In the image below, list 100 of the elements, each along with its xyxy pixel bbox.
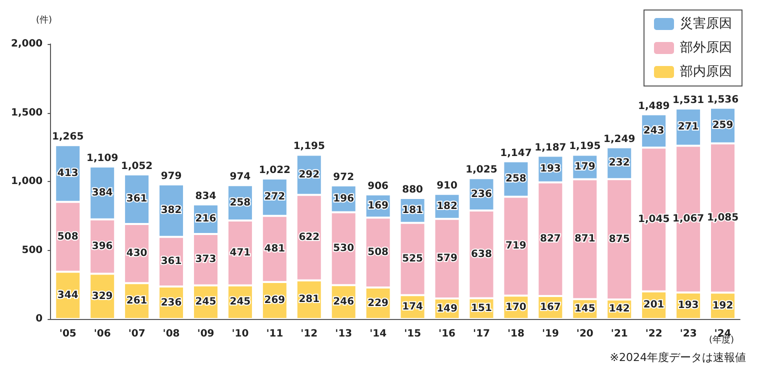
data-label: 875	[608, 234, 630, 245]
data-label: 169	[368, 200, 389, 212]
data-label: 145	[574, 304, 596, 315]
x-tick-label: '20	[576, 328, 594, 340]
legend-label: 部外原因	[680, 40, 732, 56]
data-label: 373	[195, 254, 216, 266]
data-label: 719	[506, 240, 526, 252]
x-tick-label: '14	[370, 328, 387, 340]
total-label: 1,022	[258, 164, 291, 176]
data-label: 269	[264, 295, 286, 306]
data-label: 361	[160, 256, 182, 268]
data-label: 638	[471, 248, 492, 260]
total-label: 1,249	[604, 134, 636, 145]
total-label: 906	[368, 180, 389, 192]
data-label: 508	[368, 247, 389, 258]
y-axis-title: (件)	[36, 14, 52, 26]
x-tick-label: '06	[94, 328, 111, 340]
y-tick-label: 2,000	[10, 38, 43, 50]
data-label: 151	[471, 303, 492, 314]
data-label: 382	[160, 205, 182, 216]
y-tick-label: 1,000	[10, 176, 43, 187]
total-label: 1,187	[534, 142, 566, 154]
x-tick-label: '08	[162, 328, 180, 340]
y-tick-label: 1,500	[10, 107, 43, 118]
data-label: 196	[333, 193, 354, 204]
total-label: 1,025	[466, 164, 498, 176]
total-label: 910	[436, 180, 458, 192]
data-label: 232	[608, 158, 630, 169]
data-label: 174	[402, 302, 424, 313]
data-label: 361	[126, 194, 148, 205]
x-tick-label: '05	[59, 328, 76, 340]
x-tick-label: '17	[472, 328, 490, 340]
data-label: 193	[540, 164, 561, 175]
total-label: 1,109	[86, 153, 118, 164]
data-label: 216	[195, 214, 216, 225]
data-label: 245	[195, 296, 216, 308]
data-label: 579	[436, 253, 458, 264]
legend-label: 災害原因	[680, 16, 732, 32]
data-label: 471	[230, 247, 251, 258]
data-label: 149	[436, 303, 458, 314]
x-tick-label: '19	[542, 328, 559, 340]
data-label: 258	[506, 174, 526, 185]
data-label: 525	[402, 253, 424, 264]
total-label: 974	[230, 172, 251, 183]
data-label: 344	[57, 290, 78, 301]
data-label: 179	[574, 161, 596, 172]
data-label: 167	[540, 302, 561, 314]
y-tick-label: 500	[22, 244, 43, 256]
data-label: 530	[333, 243, 354, 254]
x-tick-label: '18	[507, 328, 524, 340]
total-label: 1,265	[52, 132, 84, 143]
x-axis-title: (年度)	[708, 334, 734, 346]
total-label: 880	[402, 184, 424, 196]
total-label: 1,052	[120, 160, 153, 172]
data-label: 258	[230, 197, 251, 208]
data-label: 261	[126, 296, 148, 307]
data-label: 142	[608, 304, 630, 315]
total-label: 1,195	[569, 141, 601, 152]
total-label: 1,147	[500, 148, 532, 159]
x-tick-label: '10	[232, 328, 249, 340]
data-label: 292	[298, 169, 320, 180]
x-tick-label: '09	[197, 328, 214, 340]
legend-label: 部内原因	[680, 64, 732, 80]
data-label: 192	[712, 300, 734, 312]
x-tick-label: '12	[300, 328, 318, 340]
data-label: 229	[368, 298, 389, 309]
total-label: 1,531	[672, 94, 704, 106]
x-tick-label: '07	[128, 328, 146, 340]
data-label: 170	[506, 302, 526, 313]
total-label: 1,536	[706, 94, 739, 106]
total-label: 834	[195, 190, 216, 202]
x-tick-label: '15	[404, 328, 422, 340]
data-label: 396	[92, 241, 113, 252]
x-tick-label: '23	[680, 328, 697, 340]
data-label: 871	[574, 234, 596, 245]
data-label: 236	[160, 297, 182, 308]
data-label: 430	[126, 248, 148, 260]
data-label: 259	[712, 120, 734, 132]
total-label: 1,489	[638, 100, 670, 112]
data-label: 193	[678, 300, 699, 312]
data-label: 622	[298, 232, 320, 244]
total-label: 979	[160, 170, 182, 182]
total-label: 972	[333, 172, 354, 183]
x-tick-label: '11	[266, 328, 284, 340]
data-label: 181	[402, 204, 424, 216]
data-label: 271	[678, 122, 699, 133]
data-label: 201	[643, 300, 664, 311]
data-label: 329	[92, 290, 113, 302]
x-tick-label: '21	[610, 328, 628, 340]
x-tick-label: '22	[645, 328, 662, 340]
data-label: 1,067	[672, 214, 704, 225]
data-label: 384	[92, 187, 113, 198]
data-label: 281	[298, 294, 320, 306]
x-tick-label: '13	[335, 328, 352, 340]
data-label: 182	[436, 200, 458, 212]
x-tick-label: '16	[438, 328, 456, 340]
data-label: 413	[57, 168, 78, 179]
text: ※2024年度データは速報値	[610, 351, 746, 364]
data-label: 243	[643, 125, 664, 136]
data-label: 508	[57, 231, 78, 242]
